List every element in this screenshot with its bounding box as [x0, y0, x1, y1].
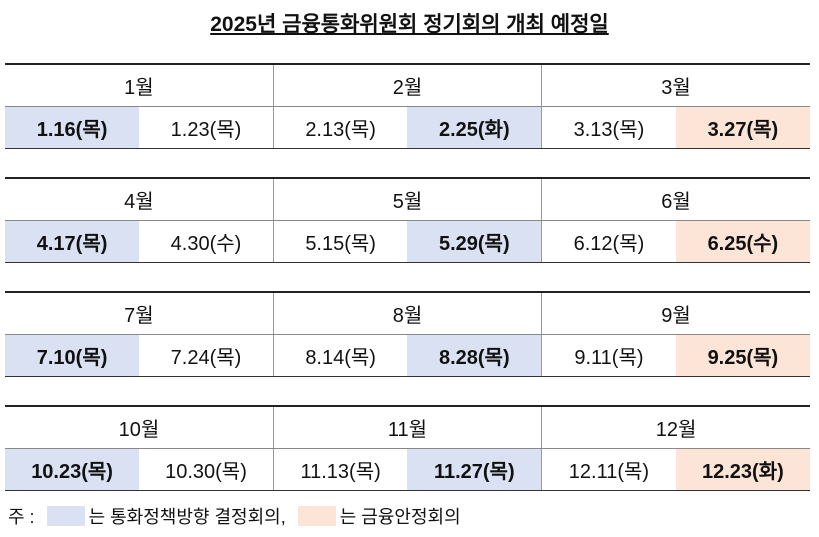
- month-row: 1월 2월 3월: [5, 63, 810, 107]
- date-cell: 8.28(목): [407, 334, 542, 377]
- date-cell: 1.23(목): [139, 106, 274, 149]
- month-header: 9월: [541, 291, 810, 335]
- date-cell: 5.15(목): [272, 220, 408, 263]
- month-row: 4월 5월 6월: [5, 177, 810, 221]
- date-cell: 10.23(목): [5, 448, 140, 491]
- date-cell: 5.29(목): [407, 220, 542, 263]
- title: 2025년 금융통화위원회 정기회의 개최 예정일: [210, 13, 609, 36]
- date-row: 10.23(목) 10.30(목) 11.13(목) 11.27(목) 12.11(목)…: [5, 448, 810, 491]
- date-cell: 7.24(목): [139, 334, 274, 377]
- date-cell: 8.14(목): [272, 334, 408, 377]
- date-cell: 10.30(목): [139, 448, 274, 491]
- date-row: 7.10(목) 7.24(목) 8.14(목) 8.28(목) 9.11(목) 9.25(…: [5, 334, 810, 377]
- date-cell: 1.16(목): [5, 106, 140, 149]
- date-cell: 7.10(목): [5, 334, 140, 377]
- month-header: 12월: [541, 405, 810, 449]
- date-cell: 4.17(목): [5, 220, 140, 263]
- quarter-table: 7월 8월 9월 7.10(목) 7.24(목) 8.14(목) 8.28(목) 9.11(목…: [5, 291, 810, 377]
- date-cell: 12.23(화): [675, 448, 810, 491]
- legend-text: 는 통화정책방향 결정회의,: [88, 507, 286, 527]
- note: 주 : 는 통화정책방향 결정회의, 는 금융안정회의: [8, 503, 461, 529]
- date-row: 1.16(목) 1.23(목) 2.13(목) 2.25(화) 3.13(목) 3.27(…: [5, 106, 810, 149]
- date-cell: 6.25(수): [675, 220, 810, 263]
- date-row: 4.17(목) 4.30(수) 5.15(목) 5.29(목) 6.12(목) 6.25(…: [5, 220, 810, 263]
- note-prefix: 주 :: [8, 507, 35, 527]
- month-row: 7월 8월 9월: [5, 291, 810, 335]
- legend-swatch: [297, 506, 336, 526]
- month-header: 4월: [5, 177, 274, 221]
- month-header: 8월: [272, 291, 542, 335]
- month-header: 7월: [5, 291, 274, 335]
- date-cell: 2.25(화): [407, 106, 542, 149]
- month-header: 3월: [541, 63, 810, 107]
- date-cell: 3.13(목): [541, 106, 676, 149]
- legend-text: 는 금융안정회의: [339, 507, 461, 527]
- date-cell: 11.27(목): [407, 448, 542, 491]
- date-cell: 2.13(목): [272, 106, 408, 149]
- legend-swatch: [46, 506, 85, 526]
- month-header: 11월: [272, 405, 542, 449]
- date-cell: 6.12(목): [541, 220, 676, 263]
- date-cell: 12.11(목): [541, 448, 676, 491]
- month-row: 10월 11월 12월: [5, 405, 810, 449]
- quarter-table: 4월 5월 6월 4.17(목) 4.30(수) 5.15(목) 5.29(목) 6.12(목…: [5, 177, 810, 263]
- month-header: 2월: [272, 63, 542, 107]
- month-header: 6월: [541, 177, 810, 221]
- date-cell: 9.25(목): [675, 334, 810, 377]
- quarter-table: 1월 2월 3월 1.16(목) 1.23(목) 2.13(목) 2.25(화) 3.13(목…: [5, 63, 810, 149]
- date-cell: 9.11(목): [541, 334, 676, 377]
- date-cell: 11.13(목): [272, 448, 408, 491]
- month-header: 5월: [272, 177, 542, 221]
- date-cell: 3.27(목): [675, 106, 810, 149]
- date-cell: 4.30(수): [139, 220, 274, 263]
- month-header: 1월: [5, 63, 274, 107]
- month-header: 10월: [5, 405, 274, 449]
- quarter-table: 10월 11월 12월 10.23(목) 10.30(목) 11.13(목) 11.27(목…: [5, 405, 810, 491]
